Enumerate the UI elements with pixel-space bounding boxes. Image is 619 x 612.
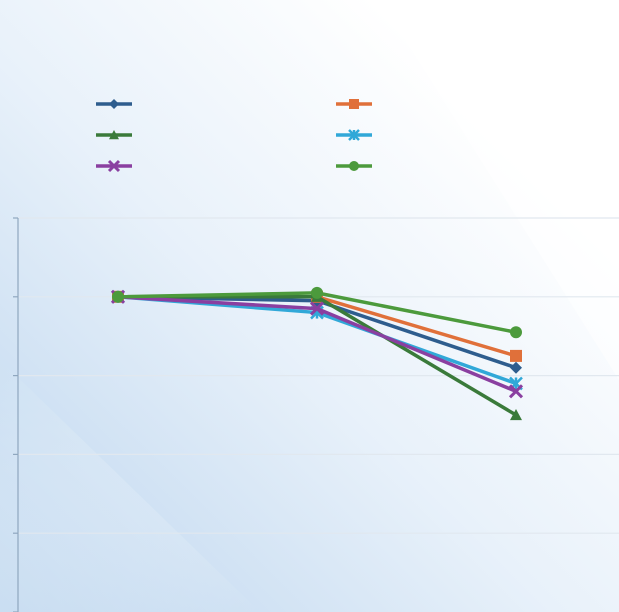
- series-6: [112, 286, 522, 339]
- legend: [96, 99, 372, 173]
- marker-star: [348, 129, 360, 141]
- marker-x: [107, 159, 121, 173]
- marker-diamond: [510, 361, 522, 374]
- legend-item: [336, 161, 372, 171]
- marker-triangle: [109, 130, 119, 140]
- background-band: [0, 360, 260, 612]
- marker-x-stroke: [309, 301, 325, 316]
- marker-x-stroke: [508, 384, 524, 399]
- marker-x-stroke: [107, 159, 121, 173]
- marker-circle: [349, 161, 359, 171]
- y-axis: [13, 217, 19, 612]
- marker-x: [508, 384, 524, 399]
- marker-circle: [112, 290, 124, 303]
- background-band-light: [380, 0, 619, 380]
- marker-square: [510, 349, 522, 362]
- marker-x: [309, 301, 325, 316]
- legend-item: [96, 99, 132, 109]
- marker-square: [349, 99, 359, 109]
- legend-item: [336, 99, 372, 109]
- marker-triangle: [510, 409, 522, 421]
- marker-diamond: [109, 99, 119, 109]
- marker-circle: [510, 326, 522, 339]
- series-lines: [110, 286, 524, 421]
- legend-item: [96, 130, 132, 140]
- marker-circle: [311, 286, 323, 299]
- legend-item: [336, 129, 372, 141]
- legend-item: [96, 159, 132, 173]
